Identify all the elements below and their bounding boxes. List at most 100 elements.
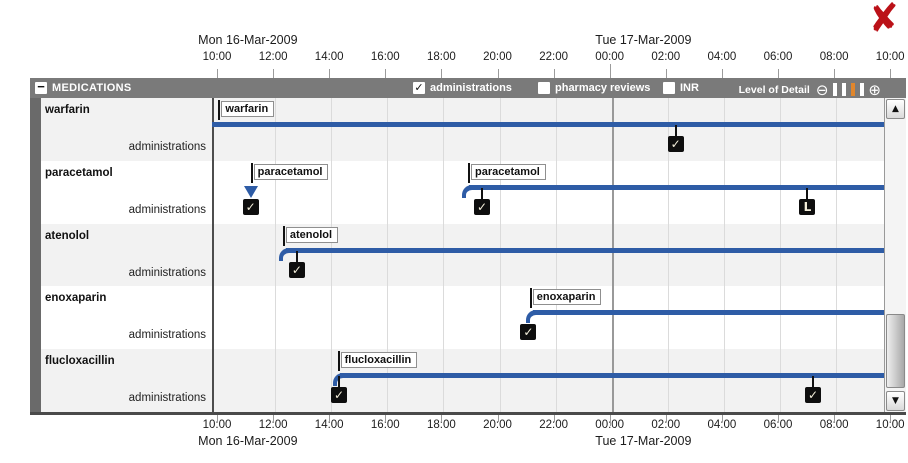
level-of-detail-bar-2[interactable] [841, 83, 846, 97]
medication-bar-label[interactable]: warfarin [221, 101, 275, 117]
checkbox-unchecked[interactable] [538, 82, 550, 94]
level-of-detail-control: Level of Detail ⊖ ⊕ [739, 81, 881, 99]
medication-timeline-bar[interactable] [212, 122, 884, 127]
time-tick-mark [721, 69, 723, 78]
gridline [275, 98, 277, 412]
bar-start-tick [468, 162, 471, 183]
time-tick-mark [497, 69, 499, 78]
administration-event-checkbox[interactable]: ✓ [667, 136, 684, 152]
level-of-detail-bar-4[interactable] [859, 83, 864, 97]
scrollbar-thumb[interactable] [886, 314, 905, 388]
gridline [555, 98, 557, 412]
time-tick-mark [497, 415, 499, 422]
zoom-out-icon[interactable]: ⊖ [815, 81, 829, 99]
time-tick-mark [273, 415, 275, 422]
time-tick-mark [553, 69, 555, 78]
medication-name[interactable]: enoxaparin [45, 292, 107, 305]
time-tick-label: 12:00 [258, 419, 288, 431]
gridline [387, 98, 389, 412]
late-administration-marker[interactable]: L [799, 198, 816, 215]
medication-timeline-bar[interactable] [340, 373, 884, 379]
checkbox-unchecked[interactable] [663, 82, 675, 94]
panel-body: warfarin administrations paracetamol admini… [30, 98, 906, 412]
time-tick-mark [665, 415, 667, 422]
date-label: Tue 17-Mar-2009 [595, 434, 692, 448]
medication-name[interactable]: flucloxacillin [45, 355, 115, 368]
filter-administrations[interactable]: ✓ administrations [413, 82, 512, 94]
bar-start-tick [529, 288, 532, 309]
administrations-row-label: administrations [128, 392, 206, 405]
time-tick-label: 22:00 [539, 51, 568, 63]
medication-timeline-bar[interactable] [285, 247, 884, 253]
time-tick-label: 10:00 [202, 419, 232, 431]
scroll-down-button[interactable]: ▼ [886, 391, 905, 411]
chart-grid [212, 98, 884, 412]
time-tick-label: 14:00 [314, 51, 344, 63]
medication-name[interactable]: atenolol [45, 229, 90, 242]
administrations-row-label: administrations [128, 329, 206, 342]
gridline-midnight [611, 98, 614, 412]
level-of-detail-bar-3[interactable] [850, 83, 855, 97]
time-tick-label: 10:00 [875, 419, 905, 431]
timeline-axis-top: Mon 16-Mar-2009 Tue 17-Mar-2009 10:00 12:00… [0, 0, 908, 78]
medication-timeline-bar[interactable] [532, 310, 884, 316]
filter-label: pharmacy reviews [555, 82, 651, 94]
medication-bar-label[interactable]: enoxaparin [532, 289, 602, 306]
medication-name[interactable]: warfarin [45, 104, 90, 116]
filter-label: INR [680, 82, 699, 94]
gridline [780, 98, 781, 412]
filter-INR[interactable]: INR [663, 82, 699, 94]
scheduled-dose-marker[interactable] [243, 185, 258, 198]
time-tick-label: 22:00 [539, 419, 568, 431]
level-of-detail-bars [830, 81, 866, 99]
administration-event-checkbox[interactable]: ✓ [242, 198, 259, 215]
time-tick-label: 08:00 [819, 51, 849, 63]
zoom-in-icon[interactable]: ⊕ [868, 81, 881, 99]
bar-start-tick [282, 225, 285, 246]
medication-row-group: warfarin administrations [41, 98, 884, 161]
gridline [331, 98, 333, 412]
time-tick-label: 02:00 [651, 419, 681, 431]
medication-bar-label[interactable]: paracetamol [471, 163, 546, 180]
scroll-up-button[interactable]: ▲ [886, 99, 905, 119]
checkbox-checked[interactable]: ✓ [413, 81, 425, 94]
filter-group: ✓ administrations pharmacy reviews INR [30, 78, 906, 98]
time-tick-mark [329, 415, 331, 422]
event-stem [812, 376, 815, 388]
bar-start-curve [462, 184, 473, 198]
medication-name[interactable]: paracetamol [45, 166, 113, 179]
time-tick-label: 20:00 [483, 51, 512, 63]
time-tick-label: 16:00 [370, 51, 400, 63]
medication-row-group: enoxaparin administrations [41, 286, 884, 350]
group-indent-strip [30, 98, 41, 412]
time-tick-label: 16:00 [370, 419, 400, 431]
panel-header: − MEDICATIONS ✓ administrations pharmacy r… [30, 78, 906, 98]
time-tick-mark [553, 415, 555, 422]
event-stem [481, 187, 484, 199]
filter-pharmacy-reviews[interactable]: pharmacy reviews [538, 82, 650, 94]
administrations-row-label: administrations [128, 141, 206, 153]
time-tick-mark-major [609, 64, 611, 78]
medication-bar-label[interactable]: paracetamol [253, 163, 329, 180]
administration-event-checkbox[interactable]: ✓ [520, 324, 537, 341]
vertical-scrollbar[interactable]: ▲ ▼ [884, 98, 906, 412]
time-tick-label: 00:00 [595, 51, 625, 63]
administration-event-checkbox[interactable]: ✓ [288, 261, 305, 278]
time-tick-mark-major [609, 415, 611, 426]
time-tick-mark [273, 69, 275, 78]
administration-event-checkbox[interactable]: ✓ [805, 387, 822, 404]
date-label: Tue 17-Mar-2009 [595, 33, 692, 47]
medication-bar-label[interactable]: atenolol [285, 226, 339, 243]
medication-timeline-bar[interactable] [469, 184, 884, 190]
time-tick-label: 02:00 [651, 51, 681, 63]
time-tick-label: 10:00 [875, 51, 905, 63]
time-tick-mark [217, 69, 218, 78]
time-tick-mark [329, 69, 331, 78]
level-of-detail-bar-1[interactable] [832, 83, 837, 97]
administration-event-checkbox[interactable]: ✓ [331, 387, 348, 404]
administration-event-checkbox[interactable]: ✓ [474, 198, 491, 215]
collapse-icon[interactable]: − [35, 80, 47, 94]
gridline [723, 98, 725, 412]
medication-bar-label[interactable]: flucloxacillin [340, 352, 418, 369]
